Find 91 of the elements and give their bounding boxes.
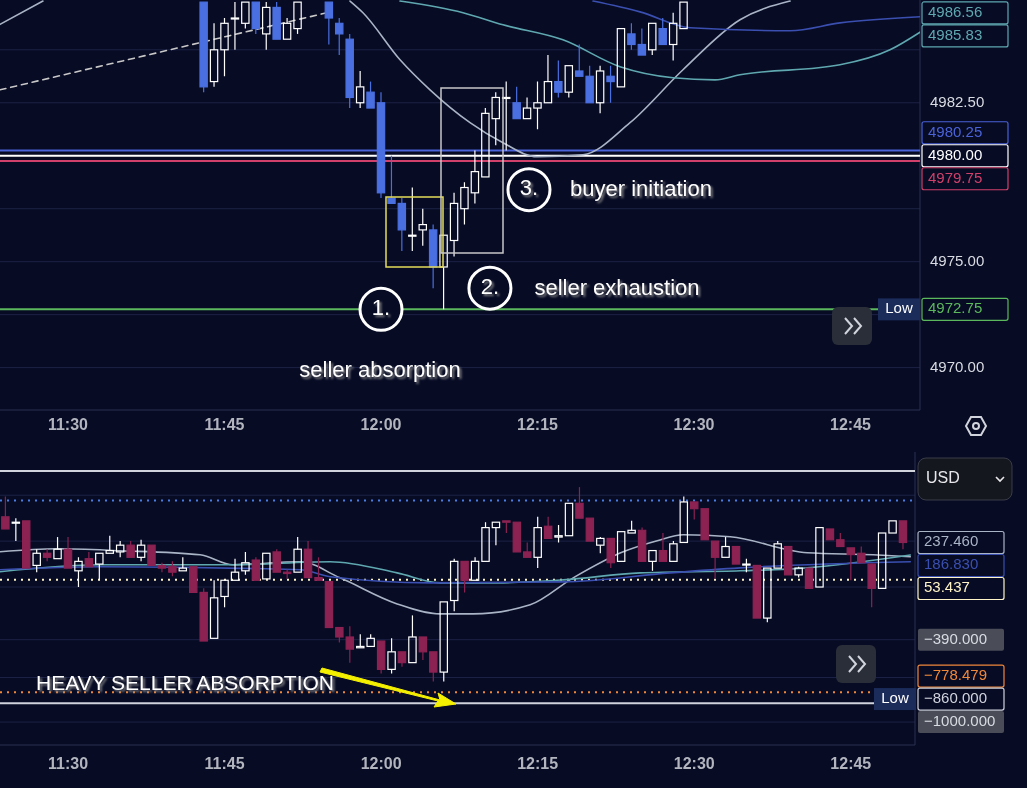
- candlestick: [408, 614, 417, 664]
- annotation: HEAVY SELLER ABSORPTION: [36, 670, 334, 694]
- x-tick-label: 12:30: [673, 755, 715, 773]
- ref-line-label: 4980.25: [928, 122, 983, 140]
- x-tick-label: 12:15: [517, 416, 559, 434]
- candlestick: [637, 28, 647, 56]
- ref-line-label: −860.000: [924, 689, 987, 707]
- candlestick: [282, 17, 292, 40]
- candlestick: [1, 495, 10, 530]
- line-series: [592, 0, 920, 32]
- annotation: 186.830: [924, 555, 979, 573]
- candlestick: [428, 224, 438, 289]
- candlestick: [230, 1, 240, 51]
- candlestick: [157, 562, 167, 573]
- x-tick-label: 12:45: [830, 755, 872, 773]
- y-tick-label: 4975.00: [930, 251, 985, 269]
- ref-line-label: 4972.75: [928, 299, 983, 317]
- ref-line-label: 4979.75: [928, 168, 983, 186]
- candlestick: [658, 532, 668, 562]
- candlestick: [439, 234, 448, 310]
- candlestick: [470, 556, 480, 581]
- candlestick: [397, 651, 407, 668]
- candlestick: [314, 556, 323, 581]
- x-tick-label: 11:30: [47, 755, 89, 773]
- y-tick-label: −390.000: [924, 629, 987, 647]
- candlestick: [376, 91, 386, 199]
- line-series: [0, 554, 912, 584]
- ref-line-label: 53.437: [924, 578, 970, 596]
- line-series: [0, 533, 912, 615]
- annotation: 2.: [480, 273, 500, 299]
- candlestick: [345, 625, 355, 664]
- annotation: 237.460: [924, 532, 979, 550]
- candlestick: [595, 65, 605, 114]
- candlestick: [543, 516, 553, 540]
- candlestick: [355, 70, 365, 109]
- candlestick: [74, 556, 83, 588]
- candlestick: [230, 558, 240, 581]
- y-tick-label: 4970.00: [930, 357, 985, 375]
- candlestick: [606, 65, 615, 104]
- candlestick: [554, 59, 563, 99]
- candlestick: [668, 12, 678, 61]
- candlestick: [533, 516, 542, 569]
- candlestick: [397, 197, 407, 252]
- ref-line-label: −778.479: [924, 666, 987, 684]
- annotation: 1.: [371, 295, 391, 321]
- candlestick: [303, 540, 313, 579]
- candlestick: [543, 54, 553, 104]
- candlestick: [522, 96, 532, 120]
- candlestick: [209, 579, 219, 639]
- annotation: 3.: [519, 175, 539, 201]
- candlestick: [898, 520, 908, 550]
- candlestick: [408, 186, 417, 252]
- annotation: seller exhaustion: [534, 274, 700, 300]
- annotation: buyer initiation: [570, 175, 712, 201]
- annotation: Low: [881, 689, 909, 707]
- candlestick: [262, 1, 271, 51]
- y-tick-label: −1000.000: [924, 712, 996, 730]
- x-tick-label: 12:00: [360, 755, 402, 773]
- x-tick-label: 12:30: [673, 416, 715, 434]
- candlestick: [710, 540, 720, 580]
- candlestick: [220, 17, 229, 77]
- x-tick-label: 11:45: [204, 416, 245, 434]
- candlestick: [63, 536, 73, 569]
- candlestick: [491, 521, 501, 546]
- candlestick: [334, 17, 344, 56]
- candlestick: [376, 640, 386, 675]
- annotation: Low: [885, 299, 913, 317]
- text: USD: [926, 469, 960, 487]
- candlestick: [460, 181, 469, 226]
- candlestick: [449, 192, 459, 257]
- candlestick: [324, 1, 334, 46]
- candlestick: [136, 539, 146, 562]
- x-tick-label: 12:45: [830, 416, 872, 434]
- x-tick-label: 12:00: [360, 416, 402, 434]
- x-tick-label: 11:30: [47, 416, 89, 434]
- annotation: 4985.83: [928, 25, 983, 43]
- candlestick: [637, 527, 647, 562]
- y-tick-label: 4982.50: [930, 92, 985, 110]
- candlestick: [251, 556, 261, 581]
- candlestick: [387, 155, 396, 205]
- annotation: 4986.56: [928, 2, 983, 20]
- candlestick: [209, 22, 219, 88]
- candlestick: [846, 547, 856, 581]
- x-tick-label: 11:45: [204, 755, 245, 773]
- candlestick: [418, 636, 428, 661]
- ref-line-label: 4980.00: [928, 145, 983, 163]
- candlestick: [533, 80, 542, 130]
- candlestick: [418, 208, 427, 247]
- annotation: seller absorption: [299, 356, 461, 382]
- x-tick-label: 12:15: [517, 755, 559, 773]
- candlestick: [84, 551, 94, 568]
